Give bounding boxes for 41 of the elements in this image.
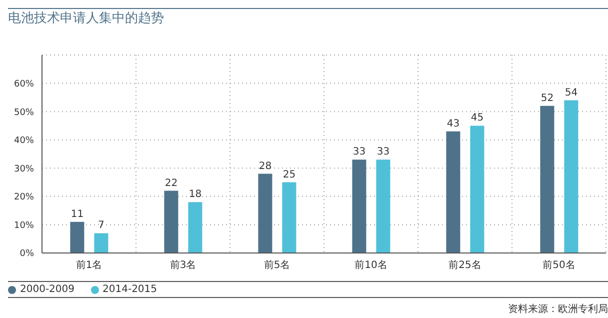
data-label: 33 (376, 146, 390, 158)
x-tick-label: 前10名 (354, 259, 388, 272)
chart-title: 电池技术申请人集中的趋势 (8, 8, 608, 27)
x-tick-label: 前5名 (264, 259, 290, 272)
y-tick-label: 0% (20, 249, 34, 260)
data-label: 7 (98, 220, 104, 232)
text: 资料来源：欧洲专利局 (507, 302, 608, 316)
bar (564, 100, 578, 253)
y-tick-label: 40% (14, 136, 34, 146)
bar (470, 126, 484, 253)
data-label: 22 (164, 178, 178, 189)
x-tick-label: 前50名 (542, 259, 576, 272)
bar (188, 202, 202, 253)
data-label: 52 (540, 92, 554, 104)
y-tick-label: 60% (14, 79, 34, 90)
bar (282, 182, 296, 253)
data-label: 25 (282, 169, 296, 180)
data-label: 18 (188, 189, 202, 200)
bar (446, 131, 460, 253)
data-label: 28 (258, 160, 272, 172)
bar (70, 222, 84, 253)
bar (258, 174, 272, 253)
data-label: 45 (470, 112, 484, 124)
data-label: 33 (352, 146, 366, 158)
bar (164, 190, 178, 253)
bar (94, 233, 108, 253)
x-tick-label: 前25名 (448, 259, 482, 272)
legend-label: 2014-2015 (102, 284, 158, 295)
y-tick-label: 50% (14, 108, 34, 118)
y-tick-label: 20% (14, 192, 34, 203)
y-tick-label: 30% (14, 164, 34, 174)
data-label: 54 (564, 87, 578, 98)
x-tick-label: 前3名 (170, 259, 196, 272)
data-label: 11 (70, 208, 84, 220)
y-tick-label: 10% (14, 220, 34, 231)
bar (352, 160, 366, 253)
bar (540, 106, 554, 253)
bar (376, 160, 390, 253)
legend-label: 2000-2009 (19, 284, 75, 295)
x-tick-label: 前1名 (76, 259, 102, 272)
data-label: 43 (446, 118, 460, 130)
